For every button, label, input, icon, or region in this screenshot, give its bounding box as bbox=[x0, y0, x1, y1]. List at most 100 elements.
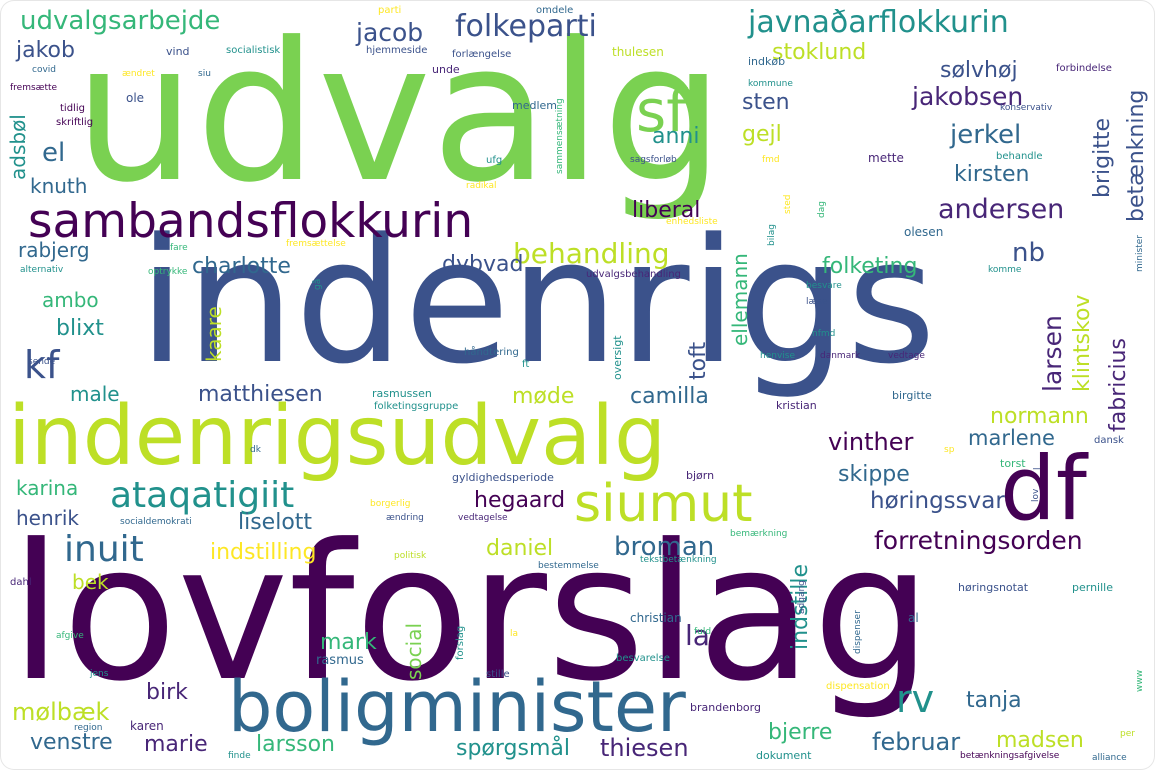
word-venstre: venstre bbox=[30, 730, 113, 755]
word-indkob: indkøb bbox=[748, 55, 786, 68]
word-henvise: henvise bbox=[760, 351, 795, 361]
word-bilag: bilag bbox=[767, 224, 777, 246]
word-torst: torst bbox=[1000, 457, 1026, 470]
word-forslag: forslag bbox=[455, 625, 466, 660]
word-jens: jens bbox=[90, 669, 109, 679]
word-karina: karina bbox=[16, 476, 79, 500]
word-lovforslag: lovforslag bbox=[10, 504, 932, 723]
word-folketing: folketing bbox=[822, 254, 918, 279]
word-udvalg: udvalg bbox=[74, 2, 725, 225]
word-rv: rv bbox=[896, 677, 935, 721]
word-bestemmelse: bestemmelse bbox=[538, 561, 599, 571]
word-siumut: siumut bbox=[574, 474, 753, 534]
word-februar: februar bbox=[872, 728, 961, 756]
word-matthiesen: matthiesen bbox=[198, 382, 323, 407]
word-forlaengelse: forlængelse bbox=[452, 49, 512, 60]
word-besvare: besvare bbox=[806, 281, 842, 291]
word-horingsnotat: høringsnotat bbox=[958, 581, 1029, 594]
word-folkeparti: folkeparti bbox=[455, 9, 597, 44]
word-dokument: dokument bbox=[756, 749, 812, 762]
word-thiesen: thiesen bbox=[600, 734, 689, 762]
word-komme: komme bbox=[988, 265, 1022, 275]
word-normann: normann bbox=[990, 404, 1089, 429]
word-vinther: vinther bbox=[828, 428, 914, 456]
word-social: social bbox=[402, 622, 426, 680]
word-fremsaettelse: fremsættelse bbox=[286, 239, 346, 249]
word-andersen: andersen bbox=[938, 194, 1065, 225]
word-molbaek: mølbæk bbox=[12, 698, 110, 726]
word-skippe: skippe bbox=[838, 462, 910, 487]
word-betaenkningsafgivelse: betænkningsafgivelse bbox=[960, 751, 1060, 761]
word-charlotte: charlotte bbox=[192, 254, 291, 279]
word-bek: bek bbox=[72, 570, 109, 594]
word-toft: toft bbox=[686, 341, 711, 380]
word-liselott: liselott bbox=[238, 510, 313, 535]
word-christian: christian bbox=[630, 611, 682, 625]
word-l: l bbox=[1033, 467, 1043, 470]
word-kaare: kaare bbox=[202, 306, 226, 362]
word-birk: birk bbox=[146, 680, 188, 705]
word-fare: fare bbox=[170, 243, 188, 253]
word-aendret: ændret bbox=[122, 69, 155, 79]
word-boligminister: boligminister bbox=[228, 666, 686, 748]
word-jerkel: jerkel bbox=[950, 120, 1022, 150]
word-vedtage: vedtage bbox=[888, 351, 925, 361]
word-knuth: knuth bbox=[30, 174, 88, 198]
word-fremsaette: fremsætte bbox=[10, 83, 58, 93]
word-daniel: daniel bbox=[486, 536, 554, 561]
word-betaenkning: betænkning bbox=[1124, 89, 1149, 222]
word-gejl: gejl bbox=[742, 122, 782, 147]
word-rabjerg: rabjerg bbox=[18, 238, 90, 262]
word-tekstbetaenkning: tekstbetænkning bbox=[640, 555, 717, 565]
word-besvarelse: besvarelse bbox=[616, 653, 670, 664]
word-alternativ: alternativ bbox=[20, 265, 64, 275]
word-optrykke: optrykke bbox=[148, 267, 188, 277]
word-brigitte: brigitte bbox=[1090, 118, 1115, 198]
word-thulesen: thulesen bbox=[612, 45, 664, 59]
word-ataqatigiit: ataqatigiit bbox=[110, 475, 295, 516]
word-sf: sf bbox=[636, 77, 687, 145]
word-bjerre: bjerre bbox=[768, 720, 833, 745]
word-javnadarflokkurin: javnaðarflokkurin bbox=[748, 5, 1009, 40]
word-medlem: medlem bbox=[512, 99, 558, 112]
word-ufg: ufg bbox=[486, 155, 503, 166]
word-konservativ: konservativ bbox=[1000, 103, 1053, 113]
word-sammensaetning: sammensætning bbox=[555, 98, 565, 174]
word-larsson: larsson bbox=[256, 732, 335, 757]
word-behandling: behandling bbox=[513, 237, 670, 270]
word-ft: ft bbox=[522, 359, 530, 370]
word-dispenser: dispenser bbox=[853, 610, 863, 654]
word-finde: finde bbox=[228, 751, 251, 761]
word-udvalgsarbejde: udvalgsarbejde bbox=[20, 6, 221, 36]
word-danmark: danmark bbox=[820, 351, 861, 361]
word-gaa: gå bbox=[313, 278, 323, 290]
word-vind: vind bbox=[166, 45, 190, 58]
word-enhedsliste: enhedsliste bbox=[666, 217, 718, 227]
word-ole: ole bbox=[126, 91, 145, 105]
word-kommune: kommune bbox=[748, 79, 793, 89]
word-tanja: tanja bbox=[966, 688, 1022, 713]
word-socialistisk: socialistisk bbox=[226, 45, 281, 56]
word-birgitte-small: birgitte bbox=[892, 389, 932, 402]
word-per: per bbox=[1120, 729, 1135, 739]
word-la-small: la bbox=[510, 629, 519, 639]
word-oversigt: oversigt bbox=[611, 335, 624, 380]
word-madsen: madsen bbox=[996, 728, 1084, 753]
word-df: df bbox=[1000, 437, 1087, 540]
word-sporgsmal: spørgsmål bbox=[456, 736, 570, 761]
word-www: www bbox=[1135, 669, 1145, 692]
word-klintskov: klintskov bbox=[1070, 294, 1095, 392]
word-marie: marie bbox=[144, 732, 208, 757]
word-hegaard: hegaard bbox=[474, 488, 566, 513]
word-male: male bbox=[70, 382, 120, 406]
word-kristian: kristian bbox=[776, 399, 817, 412]
word-el: el bbox=[42, 138, 66, 168]
word-rasmussen: rasmussen bbox=[372, 387, 432, 400]
word-ellemann: ellemann bbox=[728, 253, 752, 346]
word-ambo: ambo bbox=[42, 288, 99, 312]
word-handtering: håndtering bbox=[464, 347, 519, 358]
word-anni: anni bbox=[652, 124, 700, 149]
word-blixt: blixt bbox=[56, 316, 104, 341]
word-liberal: liberal bbox=[632, 198, 701, 223]
word-fabricius: fabricius bbox=[1106, 338, 1131, 432]
